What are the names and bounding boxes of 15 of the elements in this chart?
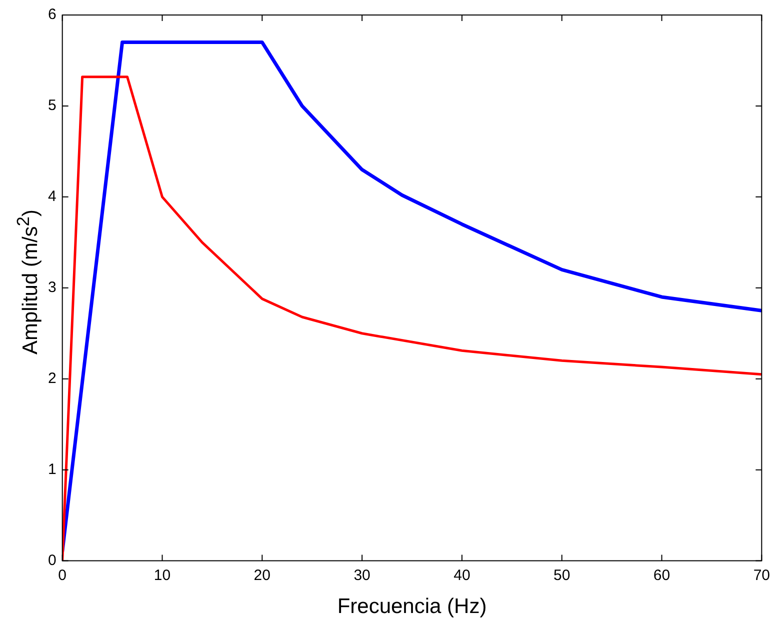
x-tick-label: 40 bbox=[454, 566, 470, 584]
y-tick-label: 1 bbox=[48, 460, 56, 478]
y-tick-label: 3 bbox=[48, 279, 56, 296]
x-tick-label: 70 bbox=[753, 566, 770, 584]
x-tick-label: 20 bbox=[254, 566, 270, 584]
y-tick-label: 5 bbox=[48, 97, 56, 114]
y-tick-label: 0 bbox=[48, 552, 56, 569]
x-axis-title: Frecuencia (Hz) bbox=[337, 595, 487, 618]
y-tick-label: 4 bbox=[48, 188, 56, 206]
y-tick-label: 2 bbox=[48, 370, 56, 388]
x-tick-label: 30 bbox=[354, 566, 370, 584]
y-tick-label: 6 bbox=[48, 6, 56, 24]
x-tick-label: 60 bbox=[653, 566, 670, 584]
x-tick-label: 50 bbox=[554, 566, 570, 584]
x-tick-label: 10 bbox=[154, 566, 171, 584]
